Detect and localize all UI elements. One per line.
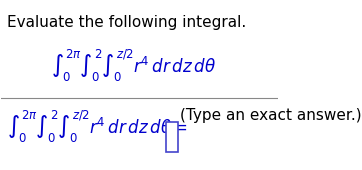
Text: $\int_0^{2\pi}\int_0^{2}\int_0^{z/2} r^4\, dr\, dz\, d\theta =$: $\int_0^{2\pi}\int_0^{2}\int_0^{z/2} r^4… [7, 108, 188, 144]
Text: (Type an exact answer.): (Type an exact answer.) [181, 108, 362, 123]
Bar [166, 122, 178, 152]
Text: Evaluate the following integral.: Evaluate the following integral. [7, 15, 246, 30]
Text: $\int_0^{2\pi}\int_0^{2}\int_0^{z/2} r^4\, dr\, dz\, d\theta$: $\int_0^{2\pi}\int_0^{2}\int_0^{z/2} r^4… [51, 48, 216, 84]
